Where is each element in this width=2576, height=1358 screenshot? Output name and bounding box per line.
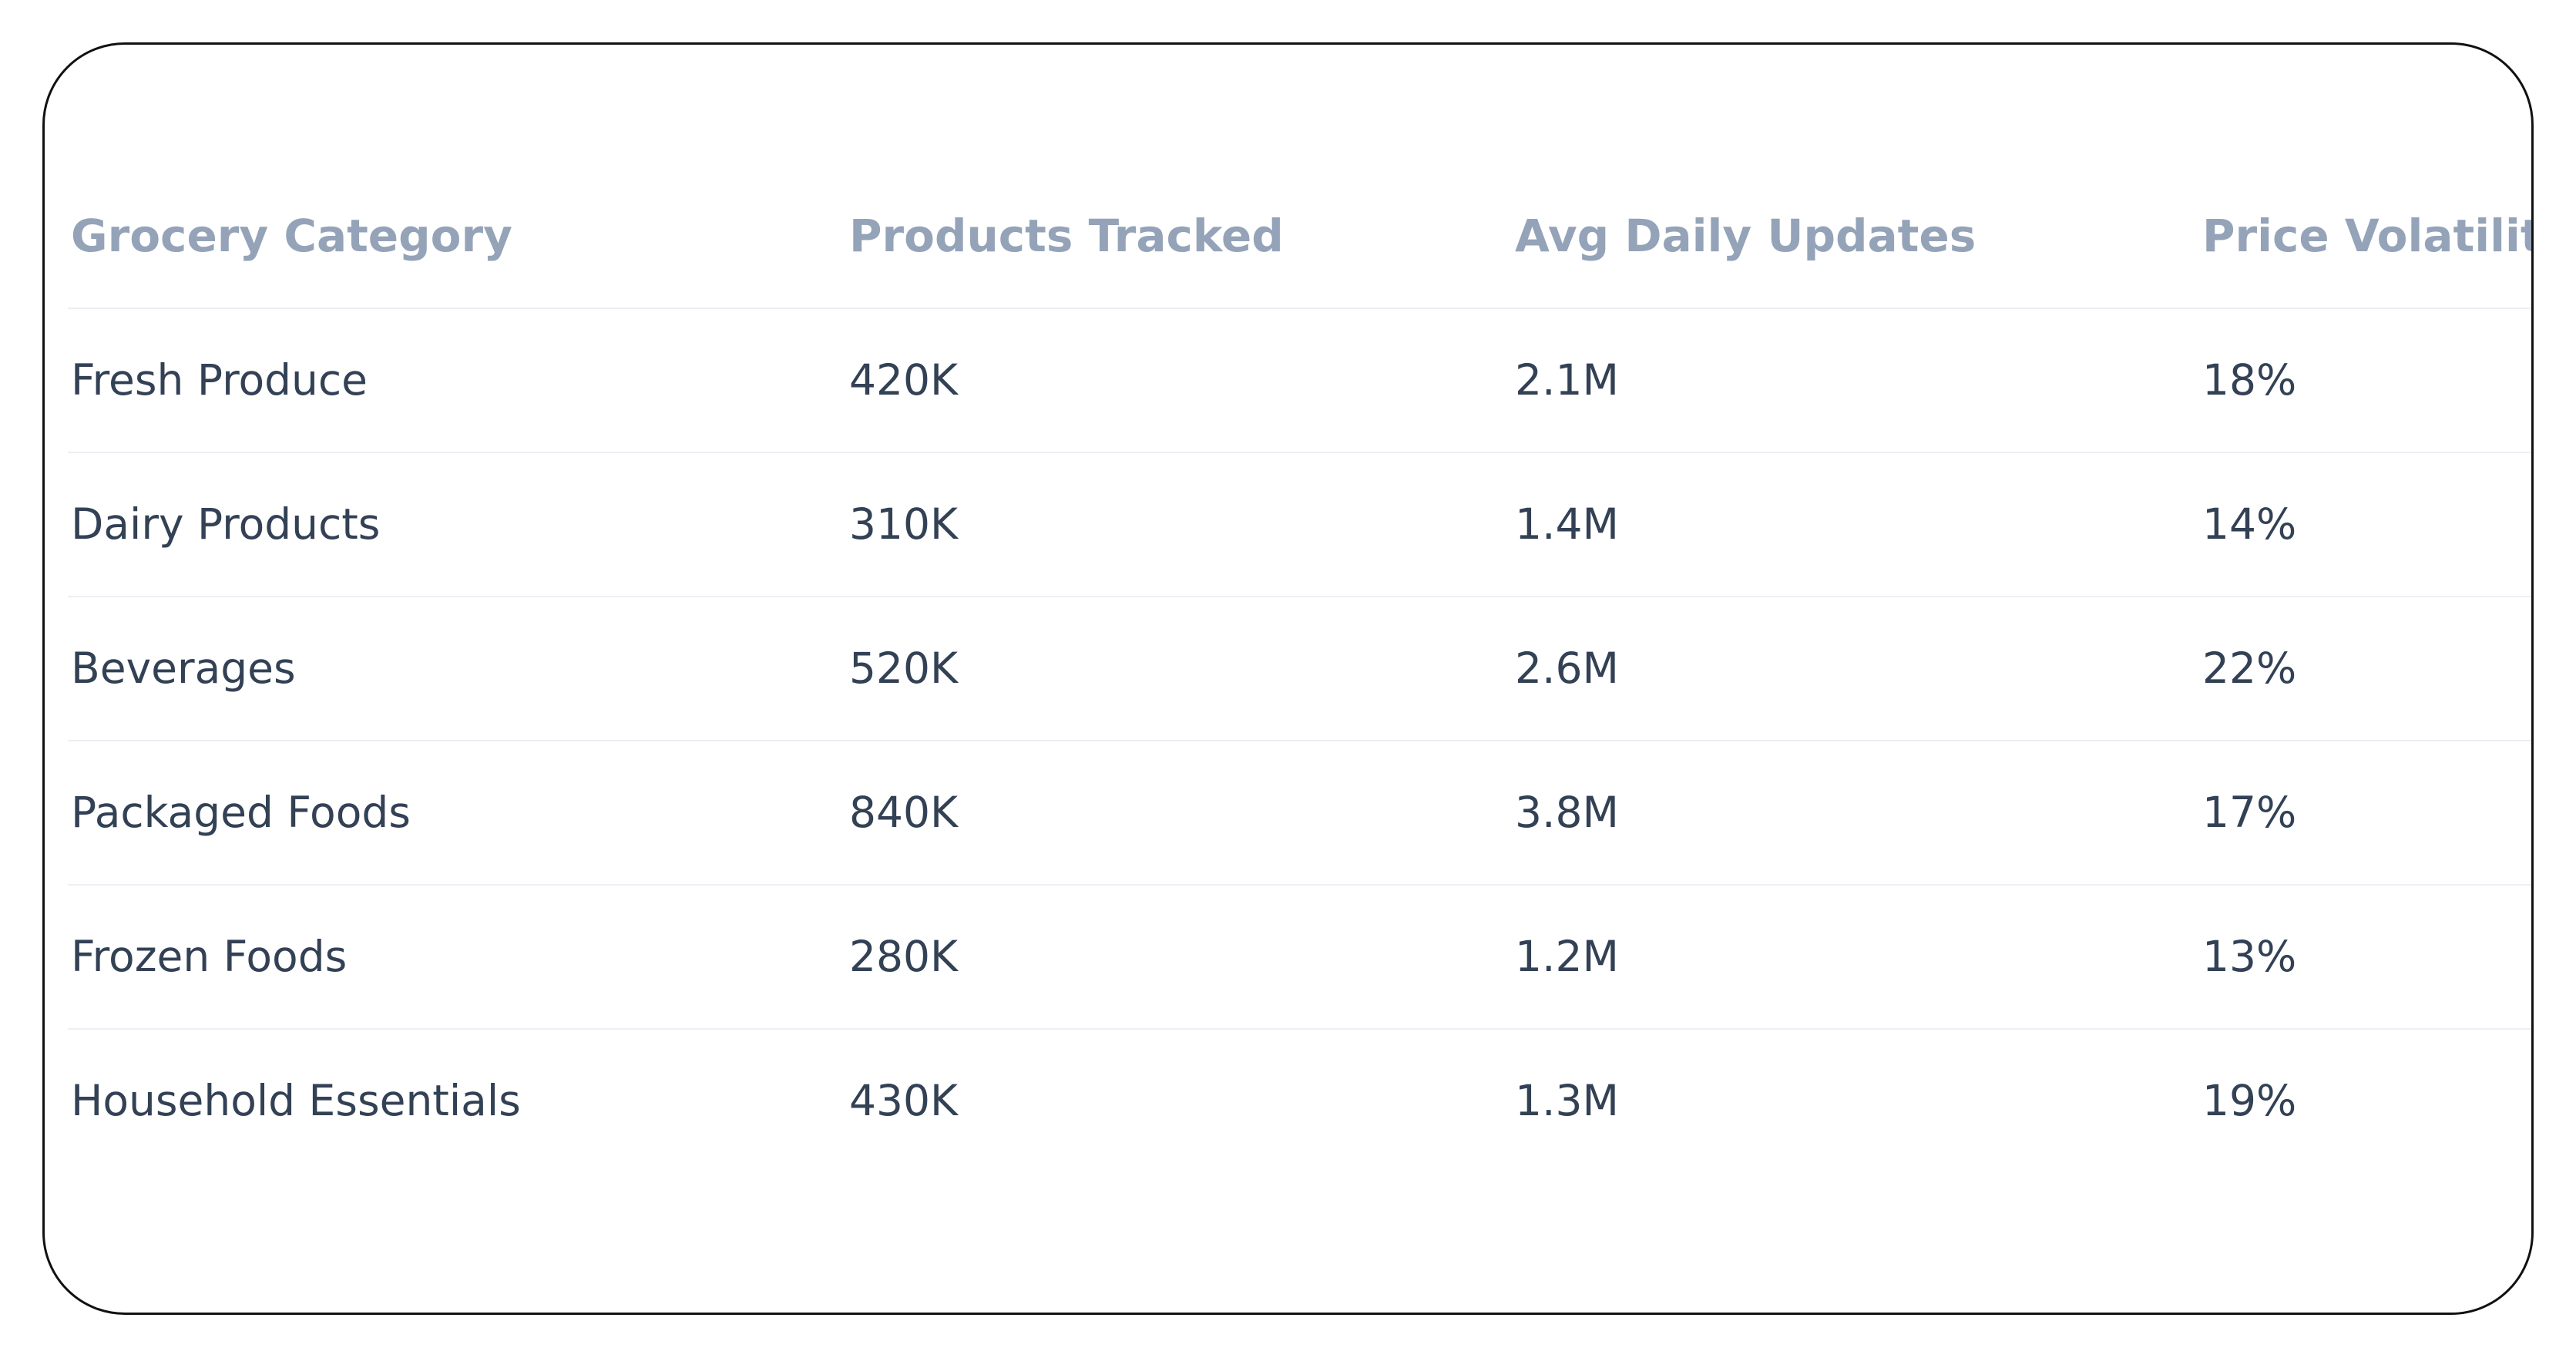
table-cell: 19% — [2202, 1075, 2297, 1125]
table-cell: 520K — [849, 643, 959, 693]
table-cell: 22% — [2202, 643, 2297, 693]
row-divider — [68, 596, 2531, 597]
table-cell: 430K — [849, 1075, 959, 1125]
table-cell: 14% — [2202, 499, 2297, 549]
row-divider — [68, 1028, 2531, 1030]
table-cell: 13% — [2202, 931, 2297, 981]
table-cell: 1.3M — [1515, 1075, 1619, 1125]
row-divider — [68, 884, 2531, 886]
table-cell: Dairy Products — [71, 499, 381, 549]
row-divider — [68, 740, 2531, 741]
table-cell: 1.4M — [1515, 499, 1619, 549]
table-cell: 840K — [849, 787, 959, 837]
table-cell: 17% — [2202, 787, 2297, 837]
table-cell: Beverages — [71, 643, 296, 693]
row-divider — [68, 452, 2531, 453]
table-cell: 280K — [849, 931, 959, 981]
header-cell: Price Volatility — [2202, 210, 2531, 262]
table-cell: 2.6M — [1515, 643, 1619, 693]
header-cell: Products Tracked — [849, 210, 1284, 262]
table-cell: 310K — [849, 499, 959, 549]
table-cell: 3.8M — [1515, 787, 1619, 837]
table-card: Grocery Category Products Tracked Avg Dail… — [42, 42, 2534, 1315]
table-cell: Fresh Produce — [71, 355, 368, 405]
table-cell: 2.1M — [1515, 355, 1619, 405]
table-cell: 420K — [849, 355, 959, 405]
table-cell: 1.2M — [1515, 931, 1619, 981]
table-cell: Household Essentials — [71, 1075, 521, 1125]
header-cell: Avg Daily Updates — [1515, 210, 1977, 262]
table-cell: 18% — [2202, 355, 2297, 405]
header-cell: Grocery Category — [71, 210, 512, 262]
table-cell: Frozen Foods — [71, 931, 348, 981]
table-cell: Packaged Foods — [71, 787, 411, 837]
row-divider — [68, 308, 2531, 309]
